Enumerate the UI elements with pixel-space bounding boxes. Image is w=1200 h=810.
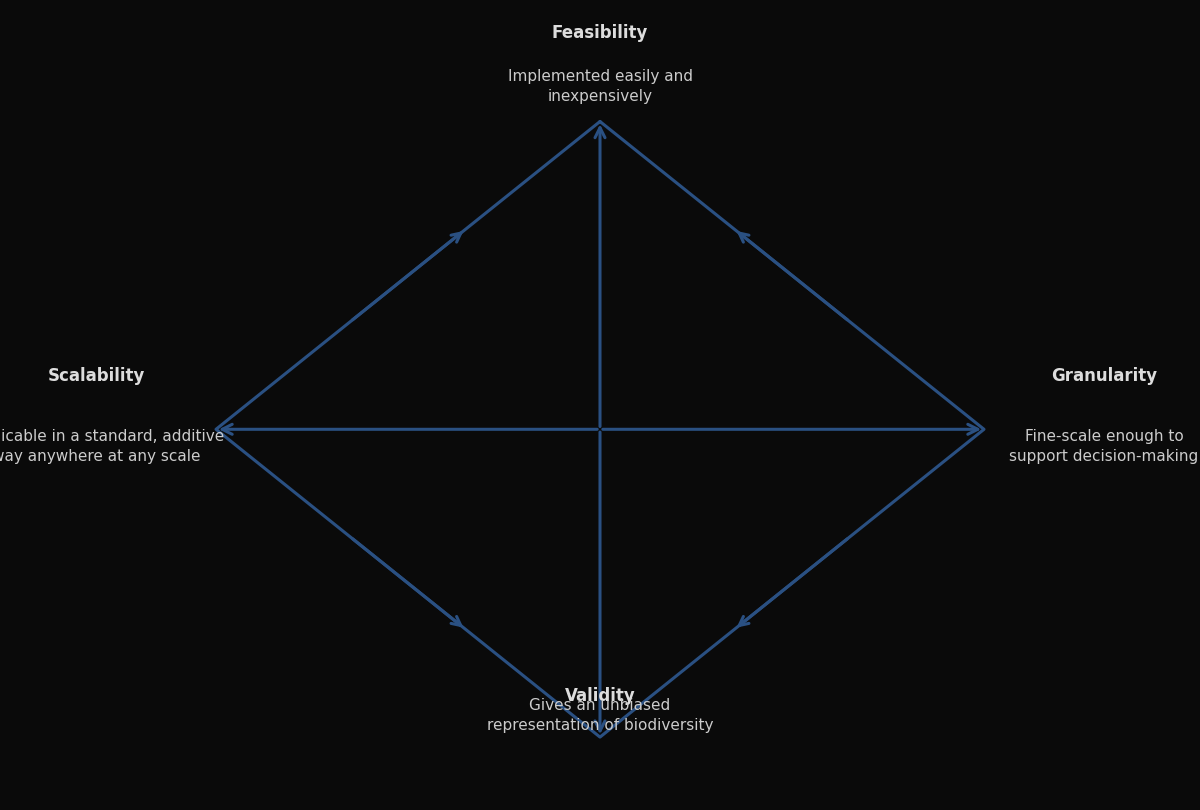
Text: Applicable in a standard, additive
way anywhere at any scale: Applicable in a standard, additive way a… (0, 429, 224, 464)
Text: Validity: Validity (565, 687, 635, 705)
Text: Implemented easily and
inexpensively: Implemented easily and inexpensively (508, 69, 692, 104)
Text: Gives an unbiased
representation of biodiversity: Gives an unbiased representation of biod… (487, 698, 713, 733)
Text: Scalability: Scalability (47, 367, 145, 385)
Text: Granularity: Granularity (1051, 367, 1157, 385)
Text: Fine-scale enough to
support decision-making: Fine-scale enough to support decision-ma… (1009, 429, 1199, 464)
Text: Feasibility: Feasibility (552, 24, 648, 42)
